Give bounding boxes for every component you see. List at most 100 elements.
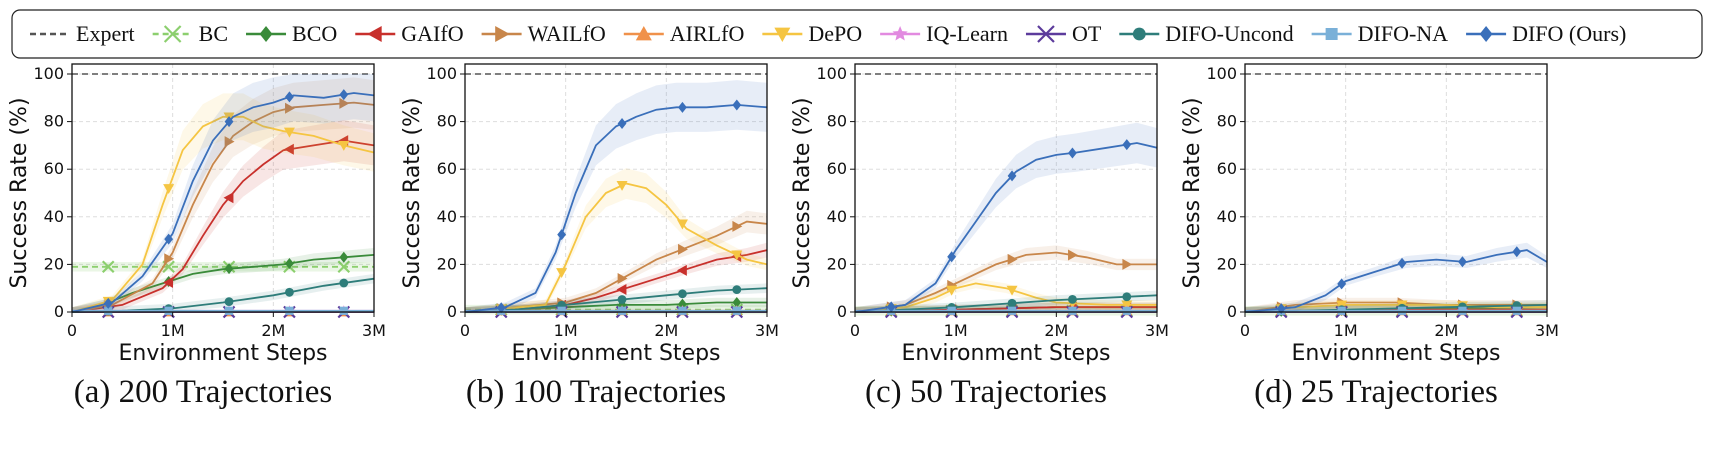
legend-marker [635, 26, 652, 41]
series-point [676, 219, 688, 230]
series-point [946, 285, 958, 296]
legend-entry-depo: DePO [762, 21, 862, 46]
series-line [1244, 249, 1548, 313]
legend-frame [11, 9, 1703, 59]
series-band [465, 210, 767, 312]
y-tick-label: 40 [827, 207, 847, 226]
series-point [1007, 253, 1018, 265]
y-tick-label: 20 [44, 254, 64, 273]
tick-labels: 0 20 40 60 80 100 0 1M 2M 3M [426, 64, 779, 340]
y-tick-label: 0 [447, 302, 457, 321]
series-point [732, 306, 741, 315]
series-point [163, 276, 174, 288]
series-point [1276, 303, 1286, 315]
series-point [223, 192, 234, 204]
series-point [1122, 258, 1133, 270]
series-point [886, 301, 896, 313]
series-point [617, 306, 627, 315]
series-point [1512, 306, 1521, 315]
series-band [72, 248, 374, 312]
series-point [732, 220, 743, 232]
series-point [163, 184, 175, 194]
series-point [678, 289, 687, 299]
y-axis-label: Success Rate (%) [400, 97, 425, 288]
series-point [1122, 306, 1131, 315]
legend-label: BC [199, 21, 228, 46]
legend-marker [1132, 27, 1146, 41]
series-point [1458, 306, 1467, 315]
series-point [1068, 306, 1077, 315]
y-tick-label: 100 [33, 64, 64, 83]
legend-label: Expert [76, 21, 135, 46]
series-point [224, 306, 234, 315]
series-point [1068, 294, 1077, 304]
y-axis-label: Success Rate (%) [7, 97, 32, 288]
legend-entry-airlfo: AIRLfO [623, 21, 744, 46]
legend-marker [367, 26, 382, 42]
series-bc [72, 260, 374, 274]
series-point [1007, 306, 1017, 315]
x-tick-label: 2M [654, 321, 678, 340]
series-point [339, 89, 349, 101]
series-difo-ours [71, 74, 375, 313]
series-line [71, 254, 375, 313]
series-point [1006, 285, 1018, 296]
x-tick-label: 0 [67, 321, 77, 340]
series-point [678, 306, 687, 315]
panel-2: 0 20 40 60 80 100 0 1M 2M 3M Environment Steps Succ… [400, 63, 779, 410]
series-line [854, 282, 1157, 313]
series-point [1007, 170, 1017, 182]
series-line [71, 101, 375, 313]
series-difo-ours [464, 80, 768, 314]
series-point [676, 264, 687, 276]
y-tick-label: 100 [1206, 64, 1237, 83]
series-point [496, 302, 506, 314]
series-point [1122, 139, 1132, 151]
legend-entry-difo-na: DIFO-NA [1311, 21, 1448, 46]
x-tick-label: 0 [460, 321, 470, 340]
x-axis-label: Environment Steps [118, 341, 327, 366]
series-point [285, 306, 294, 315]
series-line [854, 142, 1158, 313]
series-line [1244, 301, 1547, 313]
legend-label: WAILfO [528, 21, 606, 46]
series-point [616, 283, 627, 295]
series-point [339, 278, 349, 288]
legend-label: DIFO-Uncond [1165, 21, 1293, 46]
legend-label: BCO [292, 21, 337, 46]
series-point [164, 253, 175, 265]
series-point [339, 97, 350, 109]
tick-labels: 0 20 40 60 80 100 0 1M 2M 3M [33, 64, 386, 340]
y-tick-label: 0 [837, 302, 847, 321]
legend-marker [1479, 26, 1493, 42]
series-point [104, 306, 113, 315]
series-point [224, 263, 234, 275]
series-point [1007, 298, 1017, 308]
series-band [1245, 300, 1547, 312]
y-tick-label: 60 [827, 159, 847, 178]
panel-4: 0 20 40 60 80 100 0 1M 2M 3M Environment Steps Succ… [1180, 63, 1559, 410]
series-point [338, 141, 350, 151]
x-axis-label: Environment Steps [1291, 341, 1500, 366]
series-point [678, 243, 688, 255]
plot-area [855, 64, 1157, 312]
x-tick-label: 0 [1240, 321, 1250, 340]
series-point [1068, 249, 1078, 261]
plot-area [1245, 64, 1547, 312]
y-tick-label: 60 [437, 159, 457, 178]
legend-label: IQ-Learn [926, 21, 1008, 46]
legend: Expert BC BCO GAIfO WAILfO AIRLfO DePO IQ-Learn… [11, 9, 1703, 59]
tick-labels: 0 20 40 60 80 100 0 1M 2M 3M [1206, 64, 1559, 340]
y-tick-label: 20 [1217, 254, 1237, 273]
x-tick-label: 3M [1535, 321, 1559, 340]
series-difo-ours [854, 122, 1158, 313]
y-tick-label: 80 [827, 112, 847, 131]
legend-marker [1325, 28, 1338, 40]
series-band [72, 93, 374, 313]
series-point [164, 233, 174, 245]
panel-caption: (d) 25 Trajectories [1254, 374, 1498, 410]
legend-marker [495, 26, 510, 42]
series-point [617, 118, 627, 130]
x-tick-label: 2M [1044, 321, 1068, 340]
series-line [71, 115, 375, 313]
